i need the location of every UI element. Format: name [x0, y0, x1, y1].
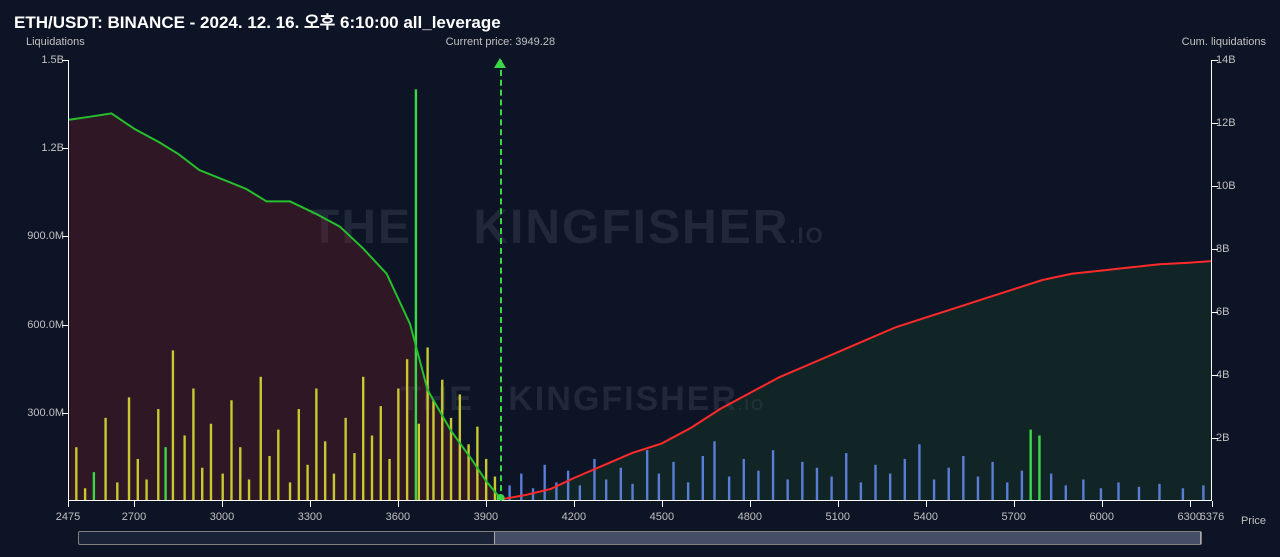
- y-right-label: Cum. liquidations: [1182, 36, 1266, 48]
- y-right-tick: 4B: [1216, 369, 1266, 381]
- y-right-tick: 6B: [1216, 306, 1266, 318]
- y-left-tick: 300.0M: [14, 407, 64, 419]
- y-left-tick: 1.2B: [14, 142, 64, 154]
- x-axis-label: Price: [1241, 515, 1266, 527]
- x-tick: 5400: [914, 511, 938, 523]
- y-right-tick: 14B: [1216, 54, 1266, 66]
- y-right-tick: 10B: [1216, 180, 1266, 192]
- x-tick: 5700: [1002, 511, 1026, 523]
- y-right-tick: 8B: [1216, 243, 1266, 255]
- y-right-tick: 2B: [1216, 432, 1266, 444]
- current-price-arrow-icon: [494, 58, 506, 68]
- current-price-line: [500, 60, 502, 501]
- y-left-tick: 1.5B: [14, 54, 64, 66]
- x-tick: 4500: [650, 511, 674, 523]
- x-tick: 3900: [474, 511, 498, 523]
- x-tick: 3600: [386, 511, 410, 523]
- chart-title: ETH/USDT: BINANCE - 2024. 12. 16. 오후 6:1…: [14, 8, 501, 33]
- x-tick: 2700: [122, 511, 146, 523]
- x-tick: 2475: [56, 511, 80, 523]
- y-left-tick: 600.0M: [14, 319, 64, 331]
- x-tick: 6000: [1089, 511, 1113, 523]
- x-tick: 4800: [738, 511, 762, 523]
- range-slider-thumb[interactable]: [494, 532, 1201, 544]
- x-tick: 6376: [1200, 511, 1224, 523]
- x-tick: 6300: [1177, 511, 1201, 523]
- range-slider[interactable]: [78, 531, 1202, 545]
- x-tick: 3000: [210, 511, 234, 523]
- x-tick: 5100: [826, 511, 850, 523]
- y-left-label: Liquidations: [26, 36, 85, 48]
- chart-plot-area[interactable]: [68, 60, 1212, 501]
- chart-svg: [69, 60, 1211, 500]
- x-tick: 4200: [562, 511, 586, 523]
- x-tick: 3300: [298, 511, 322, 523]
- y-right-tick: 12B: [1216, 117, 1266, 129]
- y-left-tick: 900.0M: [14, 230, 64, 242]
- current-price-label: Current price: 3949.28: [446, 36, 555, 48]
